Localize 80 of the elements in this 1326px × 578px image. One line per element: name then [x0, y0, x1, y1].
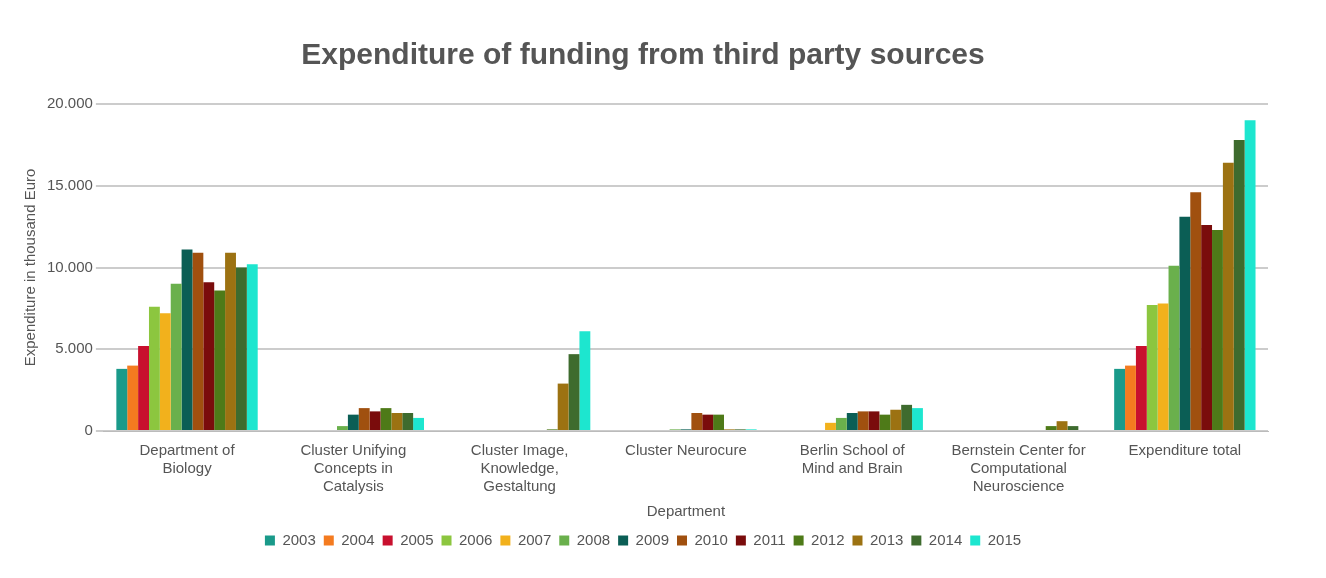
bar [1212, 229, 1223, 430]
x-axis-title: Department [646, 502, 726, 520]
bar [1168, 265, 1180, 430]
bar [337, 426, 348, 430]
bar [557, 383, 569, 430]
bar [235, 267, 247, 430]
legend-label: 2015 [987, 530, 1022, 548]
legend-label: 2010 [694, 530, 728, 548]
bar [391, 413, 403, 430]
legend-label: 2006 [459, 530, 493, 548]
y-tick-label: 15.000 [46, 175, 93, 193]
legend-label: 2011 [753, 530, 786, 548]
bar [879, 414, 891, 430]
bar [1067, 426, 1079, 430]
bar [912, 408, 923, 430]
legend-label: 2014 [928, 530, 963, 548]
y-axis-title: Expenditure in thousand Euro [21, 168, 39, 367]
bar [1190, 192, 1202, 430]
bar [413, 417, 425, 430]
x-tick-label: Bernstein Center for Computational Neuroscience [951, 441, 1086, 495]
bar [568, 354, 580, 430]
bar [846, 413, 858, 430]
legend-label: 2009 [635, 530, 669, 548]
bar [890, 409, 902, 430]
bar [857, 411, 869, 430]
legend-label: 2008 [576, 530, 611, 548]
bar [835, 417, 847, 430]
bar [159, 313, 171, 430]
bar [825, 422, 836, 430]
bar [1244, 120, 1256, 430]
bar [192, 252, 204, 430]
legend-label: 2004 [341, 530, 375, 548]
x-tick-label: Department of Biology [139, 441, 236, 477]
bar [127, 365, 139, 430]
bar [1056, 421, 1068, 430]
bar [1135, 345, 1147, 430]
bar [1233, 139, 1245, 430]
legend-label: 2003 [282, 530, 316, 548]
bar [702, 414, 714, 430]
bar [148, 306, 160, 430]
bar [369, 411, 381, 430]
bar [1222, 162, 1234, 430]
y-tick-label: 5.000 [55, 339, 93, 357]
bar [358, 408, 370, 430]
bar [138, 345, 149, 430]
y-tick-label: 10.000 [46, 257, 93, 275]
x-tick-label: Cluster Neurocure [625, 441, 747, 459]
bar [1157, 303, 1169, 430]
legend-label: 2013 [869, 530, 904, 548]
x-tick-label: Cluster Unifying Concepts in Catalysis [300, 441, 407, 495]
bar [116, 368, 128, 430]
bar [1179, 216, 1191, 430]
legend-label: 2012 [811, 530, 845, 548]
bar [203, 282, 215, 430]
bar [402, 413, 414, 430]
bar [170, 283, 182, 430]
bar [868, 411, 880, 430]
bar [225, 252, 236, 430]
bar [181, 249, 193, 430]
bar [1114, 368, 1126, 430]
x-tick-label: Expenditure total [1128, 441, 1242, 459]
legend-label: 2005 [400, 530, 434, 548]
x-tick-label: Cluster Image, Knowledge, Gestaltung [470, 441, 569, 495]
bar [1201, 224, 1213, 430]
bar [901, 404, 913, 430]
bar [1146, 305, 1158, 430]
bar [246, 264, 258, 430]
x-tick-label: Berlin School of Mind and Brain [799, 441, 906, 477]
bar [1125, 365, 1136, 430]
bar [214, 290, 226, 430]
y-tick-label: 0 [84, 421, 93, 439]
legend-label: 2007 [517, 530, 552, 548]
y-tick-label: 20.000 [46, 94, 93, 112]
bar [579, 331, 591, 430]
bar [347, 414, 359, 430]
bar [713, 414, 724, 430]
bar [1045, 426, 1057, 430]
bar [380, 408, 392, 430]
bar [691, 413, 703, 430]
chart-title: Expenditure of funding from third party sources [301, 37, 985, 71]
